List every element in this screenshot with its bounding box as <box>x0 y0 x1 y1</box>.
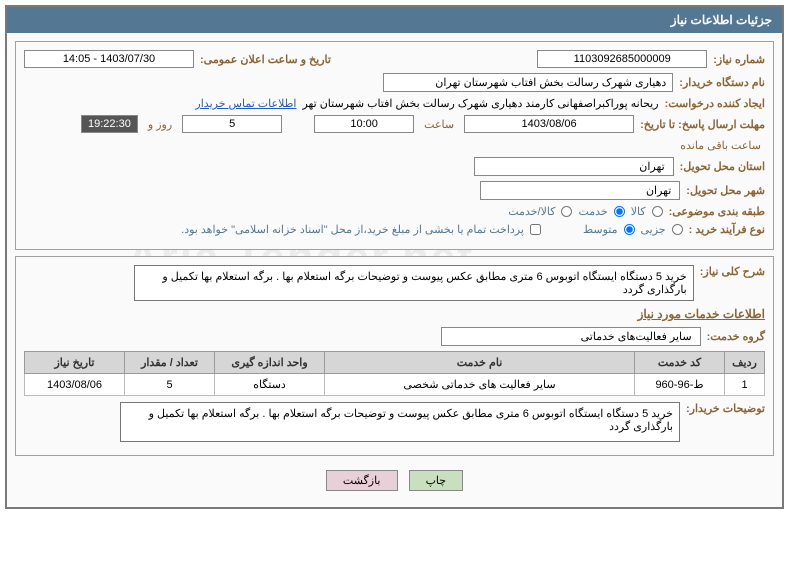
deadline-date-value: 1403/08/06 <box>464 115 634 133</box>
cell-row: 1 <box>725 374 765 396</box>
requester-label: ایجاد کننده درخواست: <box>665 97 765 110</box>
days-and-label: روز و <box>148 118 172 131</box>
info-panel: شماره نیاز: 1103092685000009 تاریخ و ساع… <box>15 41 774 250</box>
back-button[interactable]: بازگشت <box>326 470 398 491</box>
content-area: Aria Tender.net شماره نیاز: 110309268500… <box>7 33 782 507</box>
services-table: ردیف کد خدمت نام خدمت واحد اندازه گیری ت… <box>24 351 765 396</box>
subject-class-label: طبقه بندی موضوعی: <box>669 205 765 218</box>
service-label: خدمت <box>578 205 607 218</box>
need-desc-label: شرح کلی نیاز: <box>700 265 765 278</box>
table-header-row: ردیف کد خدمت نام خدمت واحد اندازه گیری ت… <box>25 352 765 374</box>
col-unit: واحد اندازه گیری <box>215 352 325 374</box>
need-number-value: 1103092685000009 <box>537 50 707 68</box>
table-row: 1 ط-96-960 سایر فعالیت های خدماتی شخصی د… <box>25 374 765 396</box>
col-code: کد خدمت <box>635 352 725 374</box>
medium-label: متوسط <box>583 223 618 236</box>
cell-qty: 5 <box>125 374 215 396</box>
pay-note-text: پرداخت تمام یا بخشی از مبلغ خرید،از محل … <box>181 223 524 236</box>
partial-radio[interactable] <box>672 224 683 235</box>
remaining-label: ساعت باقی مانده <box>680 139 761 152</box>
cell-code: ط-96-960 <box>635 374 725 396</box>
buyer-notes-label: توضیحات خریدار: <box>686 402 765 415</box>
goods-radio[interactable] <box>652 206 663 217</box>
print-button[interactable]: چاپ <box>409 470 464 491</box>
buyer-org-label: نام دستگاه خریدار: <box>679 76 765 89</box>
deadline-label: مهلت ارسال پاسخ: تا تاریخ: <box>640 118 765 131</box>
service-radio[interactable] <box>614 206 625 217</box>
goods-label: کالا <box>631 205 646 218</box>
cell-date: 1403/08/06 <box>25 374 125 396</box>
col-qty: تعداد / مقدار <box>125 352 215 374</box>
cell-name: سایر فعالیت های خدماتی شخصی <box>325 374 635 396</box>
title-bar: جزئیات اطلاعات نیاز <box>7 7 782 33</box>
buyer-contact-link[interactable]: اطلاعات تماس خریدار <box>195 97 296 110</box>
time-label: ساعت <box>424 118 454 131</box>
delivery-province-value: تهران <box>474 157 674 176</box>
announce-date-label: تاریخ و ساعت اعلان عمومی: <box>200 53 331 66</box>
service-group-label: گروه خدمت: <box>707 330 765 343</box>
medium-radio[interactable] <box>624 224 635 235</box>
service-group-value: سایر فعالیت‌های خدماتی <box>441 327 701 346</box>
services-info-header: اطلاعات خدمات مورد نیاز <box>24 307 765 321</box>
button-bar: چاپ بازگشت <box>15 462 774 499</box>
goods-service-label: کالا/خدمت <box>508 205 555 218</box>
delivery-city-label: شهر محل تحویل: <box>686 184 765 197</box>
announce-date-value: 1403/07/30 - 14:05 <box>24 50 194 68</box>
partial-label: جزیی <box>641 223 666 236</box>
col-name: نام خدمت <box>325 352 635 374</box>
description-panel: شرح کلی نیاز: خرید 5 دستگاه ایستگاه اتوب… <box>15 256 774 456</box>
requester-value: ریحانه پوراکبراصفهانی کارمند دهیاری شهرک… <box>302 97 658 110</box>
delivery-province-label: استان محل تحویل: <box>680 160 765 173</box>
timer-value: 19:22:30 <box>81 115 138 133</box>
col-row: ردیف <box>725 352 765 374</box>
goods-service-radio[interactable] <box>561 206 572 217</box>
deadline-time-value: 10:00 <box>314 115 414 133</box>
buy-type-label: نوع فرآیند خرید : <box>689 223 765 236</box>
treasury-checkbox[interactable] <box>530 224 541 235</box>
days-left-value: 5 <box>182 115 282 133</box>
buyer-org-value: دهیاری شهرک رسالت بخش افتاب شهرستان تهرا… <box>383 73 673 92</box>
need-desc-value: خرید 5 دستگاه ایستگاه اتوبوس 6 متری مطاب… <box>134 265 694 301</box>
delivery-city-value: تهران <box>480 181 680 200</box>
col-date: تاریخ نیاز <box>25 352 125 374</box>
need-number-label: شماره نیاز: <box>713 53 765 66</box>
cell-unit: دستگاه <box>215 374 325 396</box>
buyer-notes-value: خرید 5 دستگاه ایستگاه اتوبوس 6 متری مطاب… <box>120 402 680 442</box>
outer-frame: جزئیات اطلاعات نیاز Aria Tender.net شمار… <box>5 5 784 509</box>
